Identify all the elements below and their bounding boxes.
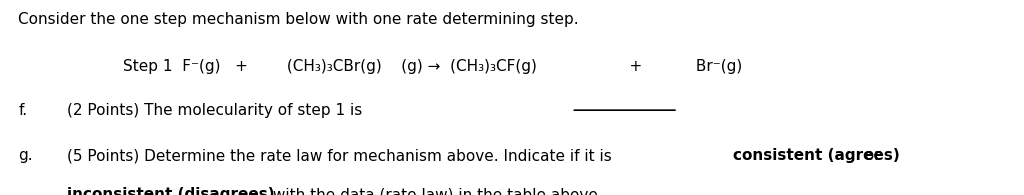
Text: (2 Points) The molecularity of step 1 is: (2 Points) The molecularity of step 1 is	[67, 103, 367, 118]
Text: (5 Points) Determine the rate law for mechanism above. Indicate if it is: (5 Points) Determine the rate law for me…	[67, 148, 616, 163]
Text: consistent (agrees): consistent (agrees)	[733, 148, 900, 163]
Text: f.: f.	[18, 103, 28, 118]
Text: or: or	[860, 148, 881, 163]
Text: Step 1  F⁻(g)   +        (CH₃)₃CBr(g)    (g) →  (CH₃)₃CF(g)                   + : Step 1 F⁻(g) + (CH₃)₃CBr(g) (g) → (CH₃)₃…	[123, 58, 742, 74]
Text: inconsistent (disagrees): inconsistent (disagrees)	[67, 187, 274, 195]
Text: Consider the one step mechanism below with one rate determining step.: Consider the one step mechanism below wi…	[18, 12, 579, 27]
Text: with the data (rate law) in the table above.: with the data (rate law) in the table ab…	[268, 187, 603, 195]
Text: g.: g.	[18, 148, 33, 163]
